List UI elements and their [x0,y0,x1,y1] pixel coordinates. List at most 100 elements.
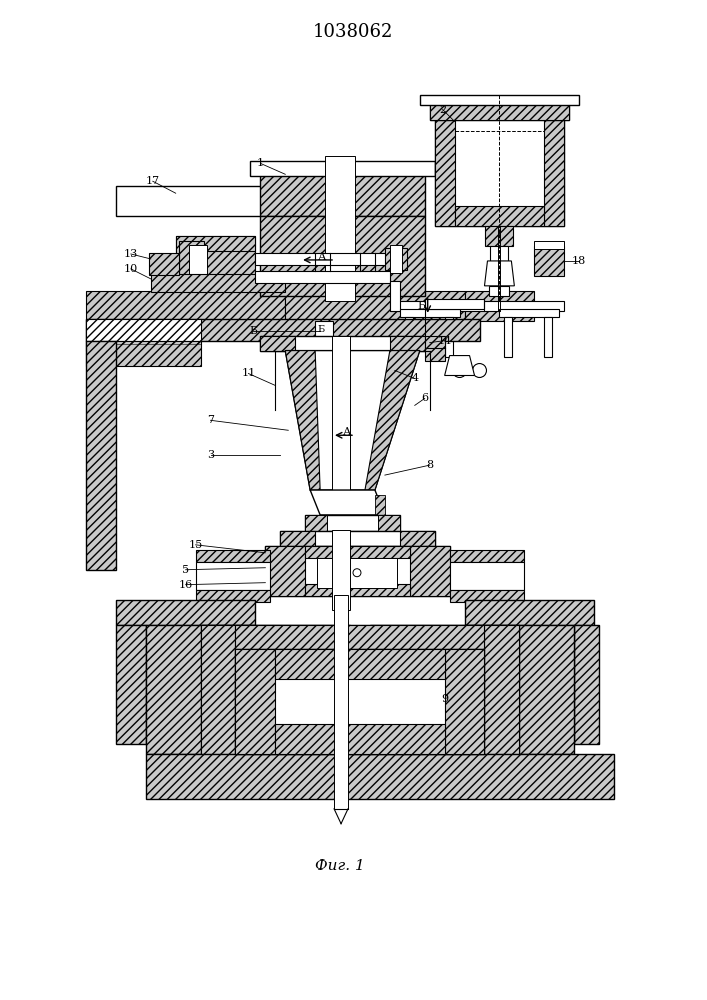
Bar [305,584,410,596]
Bar [370,625,574,754]
Text: 17: 17 [146,176,160,186]
Text: 6: 6 [421,393,428,403]
Bar [486,226,513,246]
Bar [332,530,350,610]
Bar [151,274,285,292]
Text: 3: 3 [207,450,214,460]
Bar [504,317,513,357]
Bar [86,319,479,341]
Bar [450,562,525,590]
Bar [285,291,464,321]
Polygon shape [435,117,564,226]
Text: А: А [318,252,327,262]
Bar [305,515,400,531]
Bar [425,336,445,361]
Polygon shape [489,286,509,296]
Bar [390,336,425,351]
Bar [280,531,315,546]
Text: 2: 2 [439,105,446,115]
Bar [235,649,484,754]
Bar [390,281,400,311]
Bar [176,236,255,291]
Bar [410,546,450,596]
Bar [455,131,544,206]
Bar [235,649,275,754]
Circle shape [472,364,486,377]
Bar [305,515,327,531]
Bar [260,216,425,296]
Polygon shape [445,356,474,375]
Bar [86,341,201,366]
Bar [86,291,285,321]
Bar [305,546,410,558]
Text: Б: Б [250,326,257,336]
Bar [250,161,435,176]
Polygon shape [310,490,385,515]
Bar [317,558,397,588]
Polygon shape [420,95,579,105]
Bar [385,248,407,270]
Bar [196,550,270,562]
Bar [86,321,116,351]
Bar [450,590,525,602]
Bar [445,649,484,754]
Bar [201,625,235,754]
Bar [86,341,116,570]
Bar [430,102,569,120]
Circle shape [452,364,467,377]
Text: 11: 11 [241,368,255,378]
Circle shape [353,569,361,577]
Text: 18: 18 [572,256,586,266]
Text: 16: 16 [179,580,193,590]
Bar [400,309,460,317]
Bar [499,309,559,317]
Bar [179,241,204,286]
Text: Б: Б [317,325,325,334]
Text: Б: Б [418,301,426,311]
Bar [464,291,534,321]
Bar [450,550,525,562]
Bar [146,754,614,799]
Bar [196,590,270,602]
Bar [334,595,348,809]
Bar [275,649,445,679]
Bar [534,241,564,249]
Bar [390,245,402,273]
Bar [116,625,146,744]
Polygon shape [365,351,420,490]
Bar [86,319,201,344]
Text: 1038062: 1038062 [312,23,393,41]
Text: Фиг. 1: Фиг. 1 [315,859,365,873]
Bar [484,625,520,754]
Text: 7: 7 [207,415,214,425]
Bar [390,301,564,311]
Bar [544,117,564,226]
Polygon shape [176,236,255,291]
Bar [574,625,599,744]
Bar [435,117,455,226]
Bar [265,546,450,596]
Bar [275,724,445,754]
Text: 5: 5 [182,565,189,575]
Bar [255,253,390,265]
Bar [146,625,350,754]
Bar [260,171,425,216]
Bar [148,253,179,275]
Bar [255,271,390,283]
Bar [265,546,305,596]
Bar [189,245,206,285]
Text: 14: 14 [438,336,452,346]
Bar [405,317,413,357]
Polygon shape [285,351,420,490]
Bar [378,515,400,531]
Bar [325,156,355,301]
Bar [445,317,452,357]
Text: 1: 1 [257,158,264,168]
Bar [280,531,435,546]
Polygon shape [484,261,515,286]
Bar [315,321,333,339]
Bar [425,299,484,309]
Bar [86,319,201,341]
Bar [455,206,544,226]
Bar [332,336,350,595]
